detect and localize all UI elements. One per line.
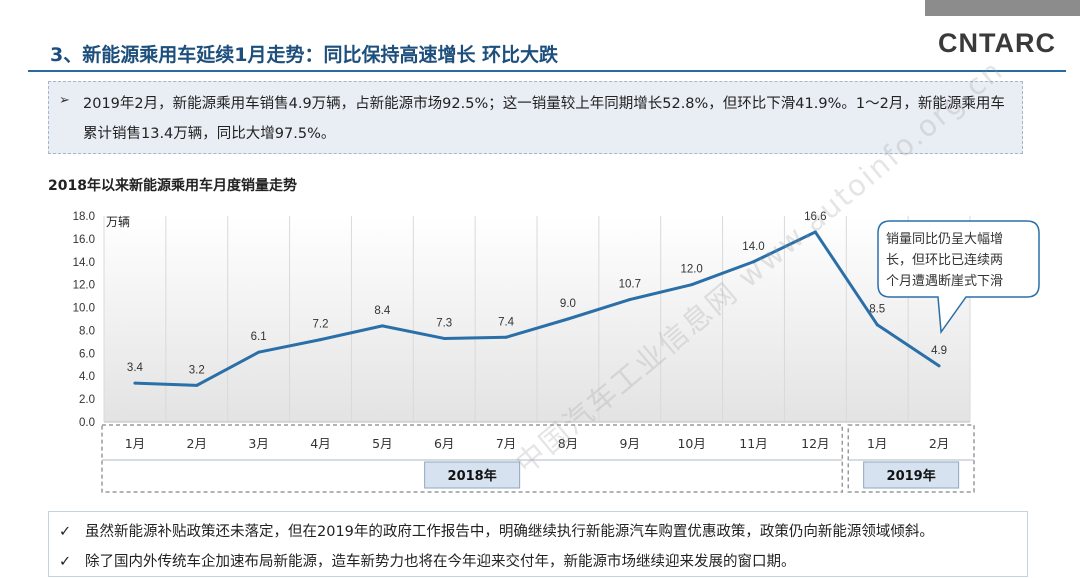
x-tick-label: 7月 bbox=[496, 436, 516, 451]
data-point bbox=[566, 317, 570, 321]
data-point bbox=[875, 323, 879, 327]
chart-area: 0.0 2.0 4.0 6.0 8.0 10.0 12.0 14.0 16.0 18.0 万辆 3.4… bbox=[48, 200, 1068, 510]
x-tick-label: 3月 bbox=[248, 436, 268, 451]
callout-text: 个月遭遇断崖式下滑 bbox=[886, 274, 1003, 289]
data-label: 10.7 bbox=[619, 279, 641, 291]
arrow-bullet-icon: ➢ bbox=[59, 93, 70, 108]
data-point bbox=[195, 383, 199, 387]
x-tick-label: 1月 bbox=[867, 436, 887, 451]
check-icon: ✓ bbox=[59, 524, 72, 540]
data-point bbox=[628, 298, 632, 302]
summary-box: ➢ 2019年2月，新能源乘用车销售4.9万辆，占新能源市场92.5%；这一销量… bbox=[48, 81, 1023, 154]
data-label: 12.0 bbox=[680, 264, 702, 276]
year-label: 2018年 bbox=[448, 468, 497, 484]
y-tick-label: 18.0 bbox=[73, 211, 95, 223]
data-label: 8.4 bbox=[374, 305, 391, 317]
y-tick-label: 0.0 bbox=[79, 417, 95, 429]
chart-title: 2018年以来新能源乘用车月度销量走势 bbox=[48, 178, 297, 194]
data-point bbox=[257, 350, 261, 354]
data-label: 3.2 bbox=[189, 364, 205, 376]
note-item: ✓ 虽然新能源补贴政策还未落定，但在2019年的政府工作报告中，明确继续执行新能源… bbox=[59, 520, 934, 541]
sales-line-chart: 0.0 2.0 4.0 6.0 8.0 10.0 12.0 14.0 16.0 18.0 万辆 3.4… bbox=[73, 211, 1040, 493]
data-label: 4.9 bbox=[931, 345, 947, 357]
data-point bbox=[442, 336, 446, 340]
y-tick-label: 6.0 bbox=[79, 348, 95, 360]
y-tick-label: 16.0 bbox=[73, 234, 95, 246]
y-tick-label: 8.0 bbox=[79, 325, 95, 337]
x-tick-label: 9月 bbox=[620, 436, 640, 451]
note-text: 除了国内外传统车企加速布局新能源，造车新势力也将在今年迎来交付年，新能源市场继续… bbox=[85, 554, 796, 570]
data-label: 14.0 bbox=[742, 241, 764, 253]
note-item: ✓ 除了国内外传统车企加速布局新能源，造车新势力也将在今年迎来交付年，新能源市场继… bbox=[59, 550, 796, 571]
data-label: 7.4 bbox=[498, 316, 515, 328]
year-label-box bbox=[424, 461, 521, 489]
data-point bbox=[690, 283, 694, 287]
data-point bbox=[319, 338, 322, 342]
callout-bubble bbox=[877, 220, 1040, 335]
year-label: 2019年 bbox=[887, 468, 936, 484]
y-tick-label: 12.0 bbox=[73, 280, 95, 292]
year-group-box bbox=[101, 424, 844, 493]
page-title: 3、新能源乘用车延续1月走势：同比保持高速增长 环比大跌 bbox=[50, 44, 559, 66]
x-tick-label: 11月 bbox=[739, 436, 767, 451]
x-tick-label: 6月 bbox=[434, 436, 454, 451]
callout-text: 销量同比仍呈大幅增 bbox=[886, 232, 1003, 247]
x-tick-label: 2月 bbox=[187, 436, 207, 451]
x-tick-label: 1月 bbox=[125, 436, 145, 451]
summary-text: 2019年2月，新能源乘用车销售4.9万辆，占新能源市场92.5%；这一销量较上… bbox=[83, 96, 1005, 142]
data-point bbox=[133, 381, 137, 385]
data-label: 7.3 bbox=[436, 317, 452, 329]
y-tick-label: 10.0 bbox=[73, 303, 95, 315]
data-label: 8.5 bbox=[869, 304, 885, 316]
data-point bbox=[813, 230, 817, 234]
data-point bbox=[380, 324, 384, 328]
callout-text: 长，但环比已连续两 bbox=[886, 252, 1003, 268]
top-decor-bar bbox=[925, 0, 1080, 16]
series-line bbox=[134, 230, 940, 387]
check-icon: ✓ bbox=[59, 554, 72, 570]
year-label-box bbox=[863, 461, 960, 489]
data-point bbox=[752, 260, 755, 264]
title-divider bbox=[28, 70, 1066, 72]
company-logo: CNTARC bbox=[938, 28, 1056, 58]
x-tick-label: 5月 bbox=[372, 436, 392, 451]
y-tick-label: 4.0 bbox=[79, 371, 95, 383]
data-label: 16.6 bbox=[804, 211, 826, 223]
x-tick-label: 4月 bbox=[310, 436, 330, 451]
y-tick-label: 2.0 bbox=[79, 394, 95, 406]
data-point bbox=[937, 364, 941, 368]
x-tick-label: 2月 bbox=[929, 436, 949, 451]
data-label: 3.4 bbox=[127, 362, 144, 374]
x-tick-label: 12月 bbox=[801, 436, 829, 451]
x-tick-label: 10月 bbox=[677, 436, 705, 451]
data-label: 9.0 bbox=[560, 298, 576, 310]
note-text: 虽然新能源补贴政策还未落定，但在2019年的政府工作报告中，明确继续执行新能源汽… bbox=[85, 524, 934, 540]
y-axis-unit-label: 万辆 bbox=[106, 215, 130, 229]
notes-box: ✓ 虽然新能源补贴政策还未落定，但在2019年的政府工作报告中，明确继续执行新能源… bbox=[48, 511, 1028, 577]
data-point bbox=[504, 335, 508, 339]
data-label: 7.2 bbox=[313, 319, 329, 331]
x-tick-label: 8月 bbox=[558, 436, 578, 451]
year-group-box bbox=[847, 424, 975, 493]
data-label: 6.1 bbox=[251, 331, 267, 343]
y-tick-label: 14.0 bbox=[73, 257, 95, 269]
